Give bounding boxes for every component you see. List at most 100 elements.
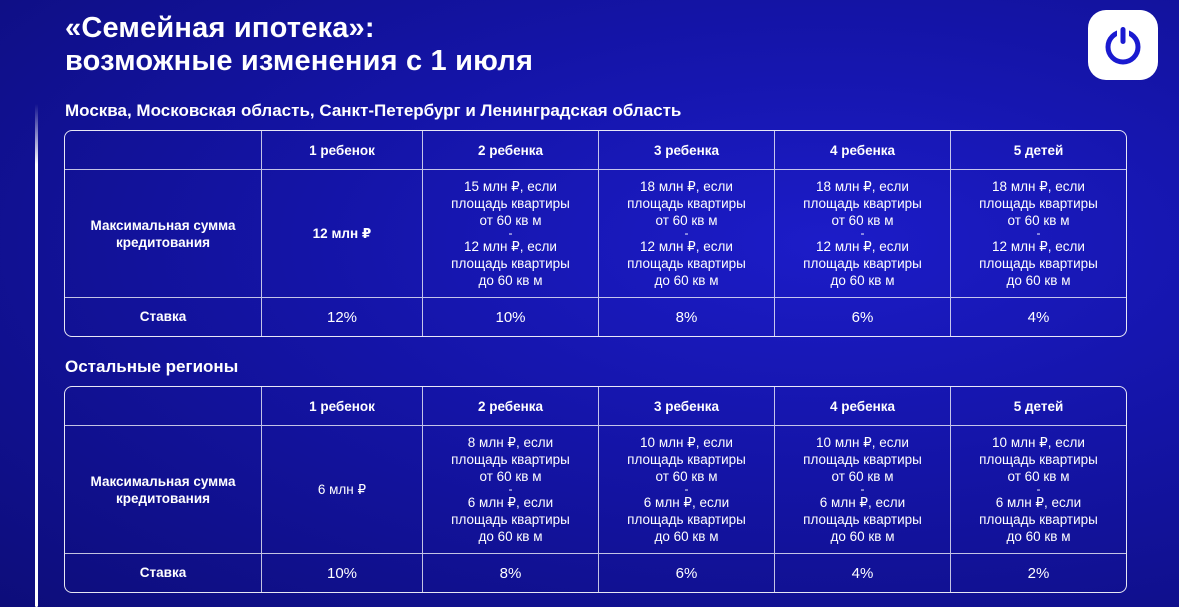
sum-line: до 60 кв м <box>830 273 895 288</box>
header-cell-4-children: 4 ребенка <box>775 131 951 170</box>
sum-cell-3-children: 10 млн ₽, если площадь квартиры от 60 кв… <box>599 426 775 554</box>
table-row-rate: Ставка 12% 10% 8% 6% 4% <box>65 298 1126 336</box>
table-row-max-sum: Максимальная сумма кредитования 12 млн ₽… <box>65 170 1126 298</box>
sum-cell-2-children: 8 млн ₽, если площадь квартиры от 60 кв … <box>423 426 599 554</box>
row-label-rate: Ставка <box>65 554 262 592</box>
title-line-2: возможные изменения с 1 июля <box>65 45 534 77</box>
mortgage-table-other-regions: 1 ребенок 2 ребенка 3 ребенка 4 ребенка … <box>64 386 1127 593</box>
sum-line: от 60 кв м <box>1007 213 1070 228</box>
rate-cell-1-child: 12% <box>262 298 423 336</box>
sum-cell-1-child: 6 млн ₽ <box>262 426 423 554</box>
sum-line: площадь квартиры <box>979 256 1098 271</box>
sum-line: площадь квартиры <box>979 452 1098 467</box>
sum-line: 12 млн ₽, если <box>464 239 557 254</box>
section-title-other-regions: Остальные регионы <box>65 357 239 376</box>
sum-cell-4-children: 18 млн ₽, если площадь квартиры от 60 кв… <box>775 170 951 298</box>
header-cell-5-children: 5 детей <box>951 131 1126 170</box>
row-label-rate: Ставка <box>65 298 262 336</box>
row-label-max-sum: Максимальная сумма кредитования <box>65 170 262 298</box>
sum-line: от 60 кв м <box>831 213 894 228</box>
sum-separator: - <box>508 226 513 240</box>
sum-line: до 60 кв м <box>1006 529 1071 544</box>
decorative-side-line <box>35 104 38 607</box>
header-cell-4-children: 4 ребенка <box>775 387 951 426</box>
rate-cell-2-children: 8% <box>423 554 599 592</box>
sum-separator: - <box>860 226 865 240</box>
header-cell-2-children: 2 ребенка <box>423 387 599 426</box>
sum-line: 12 млн ₽, если <box>640 239 733 254</box>
sum-line: от 60 кв м <box>479 469 542 484</box>
table-header-row: 1 ребенок 2 ребенка 3 ребенка 4 ребенка … <box>65 387 1126 426</box>
sum-cell-2-children: 15 млн ₽, если площадь квартиры от 60 кв… <box>423 170 599 298</box>
sum-separator: - <box>684 482 689 496</box>
sum-line: от 60 кв м <box>655 469 718 484</box>
sum-line: площадь квартиры <box>803 196 922 211</box>
sum-line: площадь квартиры <box>627 196 746 211</box>
sum-separator: - <box>1036 482 1041 496</box>
sum-line: 8 млн ₽, если <box>467 435 554 450</box>
sum-line: 10 млн ₽, если <box>640 435 733 450</box>
sum-separator: - <box>1036 226 1041 240</box>
header-cell-empty <box>65 131 262 170</box>
sum-line: от 60 кв м <box>479 213 542 228</box>
sum-cell-3-children: 18 млн ₽, если площадь квартиры от 60 кв… <box>599 170 775 298</box>
header-cell-5-children: 5 детей <box>951 387 1126 426</box>
rate-cell-5-children: 2% <box>1027 564 1050 582</box>
sum-line: 6 млн ₽, если <box>643 495 730 510</box>
table-row-rate: Ставка 10% 8% 6% 4% 2% <box>65 554 1126 592</box>
sum-cell-5-children: 18 млн ₽, если площадь квартиры от 60 кв… <box>951 170 1126 298</box>
header-cell-empty <box>65 387 262 426</box>
sum-line: 18 млн ₽, если <box>816 179 909 194</box>
rate-cell-1-child: 10% <box>262 554 423 592</box>
header-cell-2-children: 2 ребенка <box>423 131 599 170</box>
logo <box>1088 10 1158 80</box>
sum-line: площадь квартиры <box>627 256 746 271</box>
rate-cell-4-children: 6% <box>775 298 951 336</box>
rate-cell-4-children: 4% <box>775 554 951 592</box>
sum-line: 12 млн ₽, если <box>992 239 1085 254</box>
sum-line: до 60 кв м <box>478 273 543 288</box>
sum-line: до 60 кв м <box>1006 273 1071 288</box>
sum-line: до 60 кв м <box>654 273 719 288</box>
power-icon <box>1105 26 1141 65</box>
sum-separator: - <box>860 482 865 496</box>
sum-line: 6 млн ₽, если <box>467 495 554 510</box>
sum-line: площадь квартиры <box>803 452 922 467</box>
sum-line: 10 млн ₽, если <box>992 435 1085 450</box>
sum-line: 18 млн ₽, если <box>992 179 1085 194</box>
sum-cell-4-children: 10 млн ₽, если площадь квартиры от 60 кв… <box>775 426 951 554</box>
table-row-max-sum: Максимальная сумма кредитования 6 млн ₽ … <box>65 426 1126 554</box>
sum-line: до 60 кв м <box>478 529 543 544</box>
header-cell-3-children: 3 ребенка <box>599 131 775 170</box>
sum-line: от 60 кв м <box>655 213 718 228</box>
sum-line: 12 млн ₽, если <box>816 239 909 254</box>
sum-line: 18 млн ₽, если <box>640 179 733 194</box>
sum-line: площадь квартиры <box>451 256 570 271</box>
sum-line: площадь квартиры <box>627 512 746 527</box>
sum-cell-1-child: 12 млн ₽ <box>262 170 423 298</box>
sum-line: до 60 кв м <box>830 529 895 544</box>
sum-line: площадь квартиры <box>979 196 1098 211</box>
sum-line: площадь квартиры <box>803 512 922 527</box>
page-title: «Семейная ипотека»: возможные изменения … <box>65 12 533 78</box>
sum-line: площадь квартиры <box>451 512 570 527</box>
sum-line: площадь квартиры <box>627 452 746 467</box>
sum-line: от 60 кв м <box>1007 469 1070 484</box>
sum-separator: - <box>684 226 689 240</box>
rate-cell-3-children: 8% <box>599 298 775 336</box>
sum-line: 6 млн ₽, если <box>995 495 1082 510</box>
sum-line: 15 млн ₽, если <box>464 179 557 194</box>
sum-line: площадь квартиры <box>803 256 922 271</box>
sum-line: от 60 кв м <box>831 469 894 484</box>
sum-line: 6 млн ₽, если <box>819 495 906 510</box>
rate-cell-5-children: 4% <box>1027 308 1050 326</box>
rate-cell-2-children: 10% <box>423 298 599 336</box>
sum-separator: - <box>508 482 513 496</box>
row-label-max-sum: Максимальная сумма кредитования <box>65 426 262 554</box>
section-title-moscow-spb: Москва, Московская область, Санкт-Петерб… <box>65 101 682 120</box>
sum-cell-5-children: 10 млн ₽, если площадь квартиры от 60 кв… <box>951 426 1126 554</box>
header-cell-1-child: 1 ребенок <box>262 131 423 170</box>
sum-line: площадь квартиры <box>979 512 1098 527</box>
sum-line: до 60 кв м <box>654 529 719 544</box>
rate-cell-3-children: 6% <box>599 554 775 592</box>
